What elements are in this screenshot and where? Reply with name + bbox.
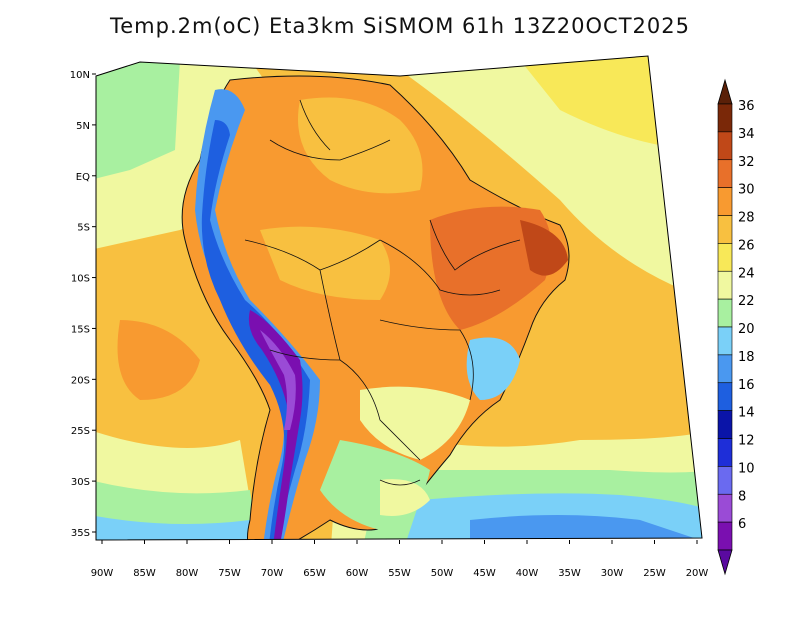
lat-tick-label: 30S xyxy=(71,477,90,488)
south-atlantic-18 xyxy=(470,515,700,540)
colorbar-below-triangle xyxy=(717,549,733,576)
lat-tick-label: 35S xyxy=(71,528,90,539)
lon-tick-label: 75W xyxy=(218,568,241,579)
amazon-28 xyxy=(298,97,423,194)
colorbar-label: 26 xyxy=(738,238,755,253)
temperature-field xyxy=(96,56,702,540)
southeast-highlands-20 xyxy=(466,337,520,400)
border-venezuela-guyana xyxy=(299,99,331,151)
border-peru-brazil xyxy=(244,239,381,271)
pacific-cool-band-22 xyxy=(96,60,180,180)
lon-tick-label: 55W xyxy=(388,568,411,579)
border-brazil-uruguay xyxy=(379,479,421,486)
lon-tick-label: 50W xyxy=(431,568,454,579)
colorbar-label: 24 xyxy=(738,266,755,281)
colorbar-swatch xyxy=(717,521,733,551)
colorbar-swatch xyxy=(717,159,733,188)
southern-pacific-20 xyxy=(96,515,260,540)
colorbar-label: 8 xyxy=(738,489,746,504)
colorbar-swatch xyxy=(717,215,733,244)
colorbar-label: 28 xyxy=(738,211,755,226)
border-brazil-states-2 xyxy=(429,219,521,271)
colorbar-label: 6 xyxy=(738,517,746,532)
colorbar-label: 16 xyxy=(738,378,755,393)
colorbar-swatch xyxy=(717,438,733,467)
lon-tick-label: 20W xyxy=(686,568,709,579)
colorbar-label: 22 xyxy=(738,294,755,309)
colorbar: 36 34 32 30 28 26 24 22 20 18 16 14 12 10 8 6 xyxy=(717,78,755,576)
lon-tick-label: 65W xyxy=(303,568,326,579)
lat-tick-label: 10S xyxy=(71,274,90,285)
colorbar-swatch xyxy=(717,326,733,356)
colorbar-label: 12 xyxy=(738,434,755,449)
northeast-hot-32 xyxy=(430,206,552,330)
lon-tick-label: 40W xyxy=(516,568,539,579)
altiplano-8 xyxy=(260,330,296,430)
colorbar-label: 36 xyxy=(738,99,755,114)
colorbar-swatch xyxy=(717,382,733,411)
lon-tick-label: 60W xyxy=(346,568,369,579)
domain-outline xyxy=(95,55,703,541)
lon-tick-label: 80W xyxy=(176,568,199,579)
border-paraguay-argentina xyxy=(339,359,421,461)
colorbar-swatch xyxy=(717,466,733,495)
colorbar-label: 18 xyxy=(738,350,755,365)
uruguay-24 xyxy=(380,479,430,516)
map-title: Temp.2m(oC) Eta3km SiSMOM 61h 13Z20OCT20… xyxy=(110,14,690,38)
lon-tick-label: 85W xyxy=(133,568,156,579)
northeast-hot-34 xyxy=(520,220,568,276)
colorbar-swatch xyxy=(717,131,733,161)
colorbar-swatch xyxy=(717,298,733,328)
lat-tick-label: 25S xyxy=(71,426,90,437)
colorbar-label: 34 xyxy=(738,127,755,142)
lon-tick-label: 30W xyxy=(601,568,624,579)
colorbar-above-triangle xyxy=(717,78,733,105)
colorbar-label: 30 xyxy=(738,183,755,198)
lat-tick-label: EQ xyxy=(76,172,90,183)
lon-tick-label: 45W xyxy=(473,568,496,579)
colorbar-label: 14 xyxy=(738,406,755,421)
central-brazil-28 xyxy=(260,226,390,300)
country-borders xyxy=(244,99,521,486)
colorbar-swatch xyxy=(717,103,733,133)
lat-tick-label: 15S xyxy=(71,324,90,335)
lat-tick-label: 10N xyxy=(70,70,90,81)
lon-tick-label: 35W xyxy=(558,568,581,579)
lat-tick-label: 20S xyxy=(71,375,90,386)
colorbar-label: 10 xyxy=(738,461,755,476)
colorbar-swatch xyxy=(717,243,733,272)
pacific-warm-patch xyxy=(117,320,200,400)
colorbar-swatch xyxy=(717,493,733,523)
colorbar-label: 32 xyxy=(738,155,755,170)
colorbar-swatch xyxy=(717,410,733,439)
latitude-axis: 10N 5N EQ 5S 10S 15S 20S 25S 30S 35S xyxy=(70,70,96,539)
border-bolivia xyxy=(269,269,341,361)
lon-tick-label: 90W xyxy=(91,568,114,579)
lat-tick-label: 5S xyxy=(77,223,90,234)
lon-tick-label: 70W xyxy=(261,568,284,579)
longitude-axis: 90W 85W 80W 75W 70W 65W 60W 55W 50W 45W 40W 35W 30W 2… xyxy=(91,540,709,579)
colorbar-swatch xyxy=(717,354,733,384)
south-brazil-24 xyxy=(360,386,470,460)
colorbar-label: 20 xyxy=(738,322,755,337)
border-brazil-states-1 xyxy=(379,239,501,296)
southern-pacific-22 xyxy=(96,480,260,540)
colorbar-swatch xyxy=(717,187,733,216)
lon-tick-label: 25W xyxy=(643,568,666,579)
border-colombia-venezuela xyxy=(269,139,391,161)
colorbar-swatch xyxy=(717,270,733,300)
border-brazil-states-3 xyxy=(379,319,474,401)
lat-tick-label: 5N xyxy=(76,121,90,132)
